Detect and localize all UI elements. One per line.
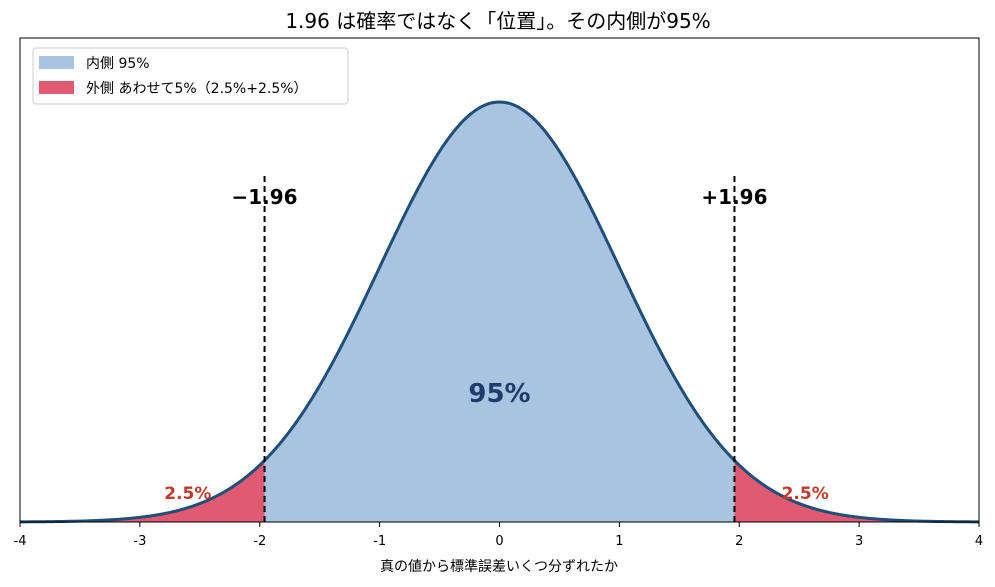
right-tail-label: 2.5% (782, 484, 829, 504)
critical-label-left: −1.96 (231, 185, 297, 209)
inside-fill (264, 102, 735, 522)
legend-label-outside: 外側 あわせて5%（2.5%+2.5%） (86, 81, 308, 97)
legend: 内側 95% 外側 あわせて5%（2.5%+2.5%） (32, 47, 349, 105)
x-tick-label: -4 (14, 534, 27, 549)
left-tail-label: 2.5% (164, 484, 211, 504)
x-axis-ticks: -4 -3 -2 -1 0 1 2 3 4 (14, 522, 983, 549)
plot-area (19, 37, 980, 524)
legend-swatch-outside (39, 81, 74, 94)
x-tick-label: -2 (253, 534, 266, 549)
right-tail-fill (734, 460, 979, 522)
legend-swatch-inside (39, 56, 74, 69)
x-tick-label: -1 (373, 534, 386, 549)
x-tick-label: 0 (495, 534, 503, 549)
legend-box (32, 47, 349, 105)
x-tick-label: 1 (615, 534, 623, 549)
x-tick-label: 4 (975, 534, 983, 549)
x-tick-label: 2 (735, 534, 743, 549)
legend-label-inside: 内側 95% (86, 56, 150, 72)
center-percent-label: 95% (468, 379, 530, 409)
critical-label-right: +1.96 (701, 185, 767, 209)
left-tail-fill (20, 460, 265, 522)
x-axis-label: 真の値から標準誤差いくつ分ずれたか (380, 559, 618, 575)
x-tick-label: -3 (133, 534, 146, 549)
x-tick-label: 3 (855, 534, 863, 549)
density-curve (19, 100, 980, 524)
chart-title: 1.96 は確率ではなく「位置」。その内側が95% (285, 9, 710, 33)
